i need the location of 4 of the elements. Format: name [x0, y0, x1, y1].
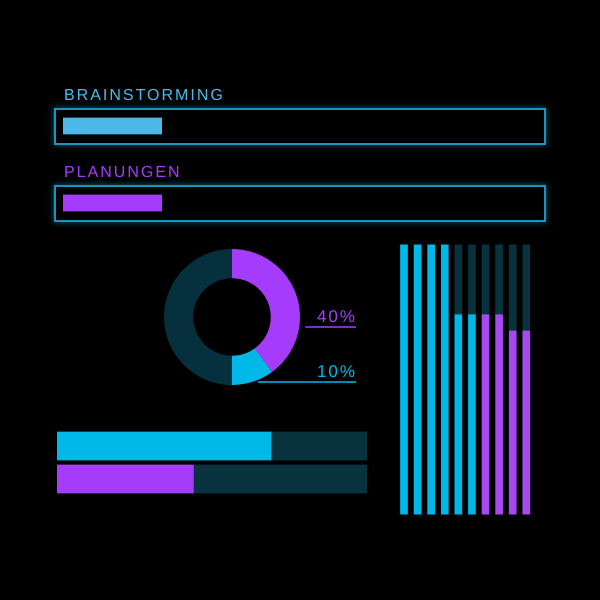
data-label: 40%	[316, 307, 357, 326]
data-label: 10%	[316, 362, 357, 381]
y-tick-label: PLANUNGEN	[64, 164, 182, 181]
y-tick-label: BRAINSTORMING	[64, 87, 225, 104]
